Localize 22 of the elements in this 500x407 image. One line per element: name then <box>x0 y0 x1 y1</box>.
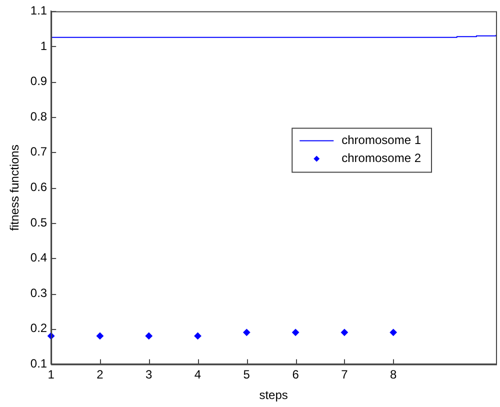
x-tick-label: 2 <box>96 368 104 382</box>
x-tick-label: 7 <box>341 368 348 382</box>
y-tick-label: 0.1 <box>30 356 48 371</box>
y-axis-title: fitness functions <box>8 144 22 231</box>
x-tick-label: 3 <box>146 368 153 382</box>
x-tick-label: 6 <box>292 368 300 382</box>
legend-label: chromosome 2 <box>342 151 422 166</box>
y-tick-label: 1.1 <box>30 4 48 18</box>
x-tick-label: 8 <box>390 368 397 382</box>
x-tick-label: 4 <box>194 368 202 382</box>
y-tick-label: 0.8 <box>30 109 48 124</box>
y-tick-label: 1 <box>40 38 48 53</box>
y-tick-label: 0.7 <box>30 144 48 159</box>
y-tick-label: 0.4 <box>30 250 48 265</box>
x-tick-label: 5 <box>243 368 250 382</box>
legend-label: chromosome 1 <box>342 133 422 148</box>
y-tick-label: 0.3 <box>30 286 48 300</box>
x-axis-title: steps <box>259 388 288 402</box>
y-tick-label: 0.2 <box>30 321 48 336</box>
y-tick-label: 0.5 <box>30 215 48 230</box>
y-tick-label: 0.9 <box>30 74 48 88</box>
y-tick-label: 0.6 <box>30 180 48 194</box>
